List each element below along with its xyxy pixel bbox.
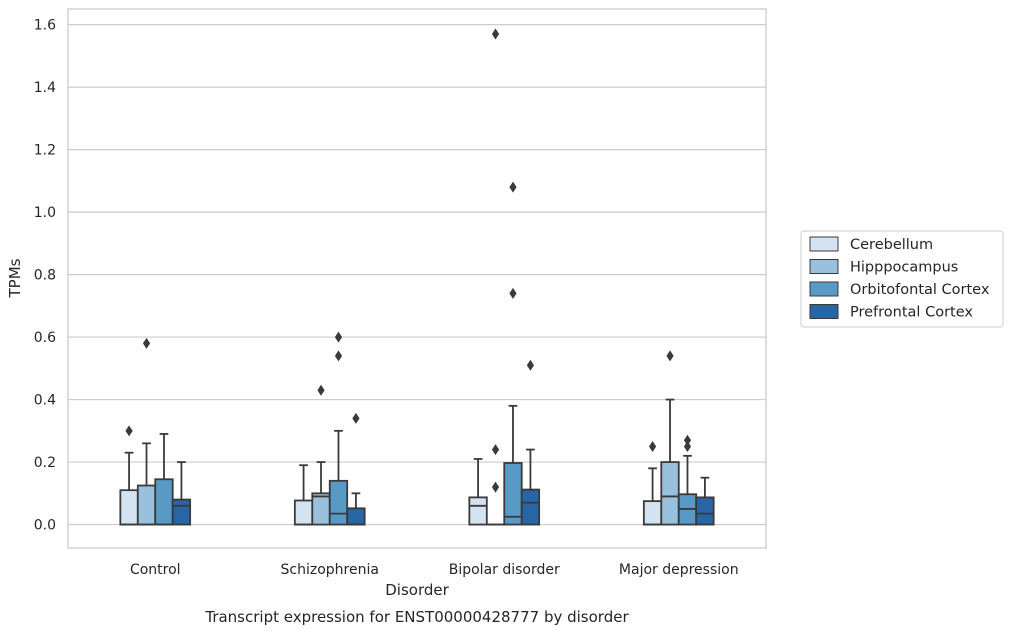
legend-label: Orbitofontal Cortex <box>850 282 990 298</box>
outlier-marker <box>491 444 500 456</box>
outlier-marker <box>334 350 343 362</box>
outlier-marker <box>352 412 360 424</box>
y-tick-label: 1.0 <box>34 205 56 221</box>
y-tick-label: 0.4 <box>34 393 56 409</box>
box-cerebellum <box>293 464 314 526</box>
outlier-marker <box>142 337 151 349</box>
box-cerebellum <box>468 458 488 526</box>
y-tick-label: 0.6 <box>34 330 56 346</box>
box-hipppocampus <box>660 350 680 526</box>
box-iqr <box>293 499 314 526</box>
box-prefrontal-cortex <box>171 461 192 526</box>
legend-swatch <box>809 236 839 252</box>
box-orbitofontal-cortex <box>154 433 174 526</box>
legend-label: Hipppocampus <box>850 260 958 276</box>
outlier-marker <box>491 481 500 493</box>
box-orbitofontal-cortex <box>503 181 523 526</box>
y-tick-label: 1.4 <box>34 80 56 96</box>
outlier-marker <box>334 331 343 343</box>
box-prefrontal-cortex <box>520 359 541 526</box>
legend: Cerebellum Hipppocampus Orbitofontal Corte… <box>800 230 1004 328</box>
outlier-marker <box>509 287 517 299</box>
outlier-marker <box>317 384 325 396</box>
outlier-marker <box>683 440 692 452</box>
box-hipppocampus <box>136 337 157 526</box>
legend-frame <box>800 230 1004 328</box>
legend-swatch <box>809 281 839 297</box>
legend-swatch <box>809 259 839 274</box>
grid-lines <box>68 24 766 526</box>
x-tick-label: Major depression <box>619 562 739 578</box>
x-tick-label: Control <box>130 562 181 578</box>
box-iqr <box>642 500 663 526</box>
box-iqr <box>328 479 349 526</box>
box-prefrontal-cortex <box>346 412 366 526</box>
outlier-marker <box>509 181 517 193</box>
box-hipppocampus <box>311 384 331 526</box>
box-cerebellum <box>642 440 663 526</box>
y-axis-label: TPMs <box>6 258 24 298</box>
x-tick-label: Schizophrenia <box>281 562 379 578</box>
y-tick-label: 1.6 <box>34 18 56 34</box>
box-prefrontal-cortex <box>695 476 715 526</box>
box-iqr <box>311 492 331 526</box>
outlier-marker <box>648 440 657 452</box>
y-tick-label: 1.2 <box>34 143 56 159</box>
y-tick-label: 0.0 <box>34 518 56 534</box>
box-orbitofontal-cortex <box>677 434 698 526</box>
legend-label: Prefrontal Cortex <box>850 305 973 321</box>
box-hipppocampus <box>485 28 506 526</box>
box-iqr <box>520 488 541 526</box>
outlier-marker <box>666 350 674 362</box>
legend-label: Cerebellum <box>850 237 933 253</box>
box-cerebellum <box>119 425 139 526</box>
outlier-marker <box>526 359 535 371</box>
x-tick-labels: Control Schizophrenia Bipolar disorder Majo… <box>130 562 739 578</box>
outlier-marker <box>491 28 500 40</box>
box-iqr <box>695 496 715 526</box>
legend-swatch <box>809 304 839 319</box>
box-iqr <box>119 489 139 526</box>
box-series <box>119 28 715 526</box>
box-iqr <box>171 498 192 526</box>
box-iqr <box>346 507 366 526</box>
outlier-marker <box>125 425 133 437</box>
y-tick-label: 0.2 <box>34 455 56 471</box>
plot-frame <box>67 8 767 549</box>
box-iqr <box>154 478 174 526</box>
figure-caption: Transcript expression for ENST0000042877… <box>204 608 629 626</box>
x-axis-label: Disorder <box>385 581 449 599</box>
box-iqr <box>503 462 523 526</box>
box-orbitofontal-cortex <box>328 331 349 526</box>
outlier-marker <box>683 434 692 446</box>
y-tick-label: 0.8 <box>34 268 56 284</box>
x-tick-label: Bipolar disorder <box>449 562 560 578</box>
box-iqr <box>468 496 488 526</box>
box-iqr <box>660 461 680 526</box>
y-tick-labels: 0.0 0.2 0.4 0.6 0.8 1.0 1.2 1.4 1.6 <box>34 18 56 534</box>
box-iqr <box>136 484 157 526</box>
